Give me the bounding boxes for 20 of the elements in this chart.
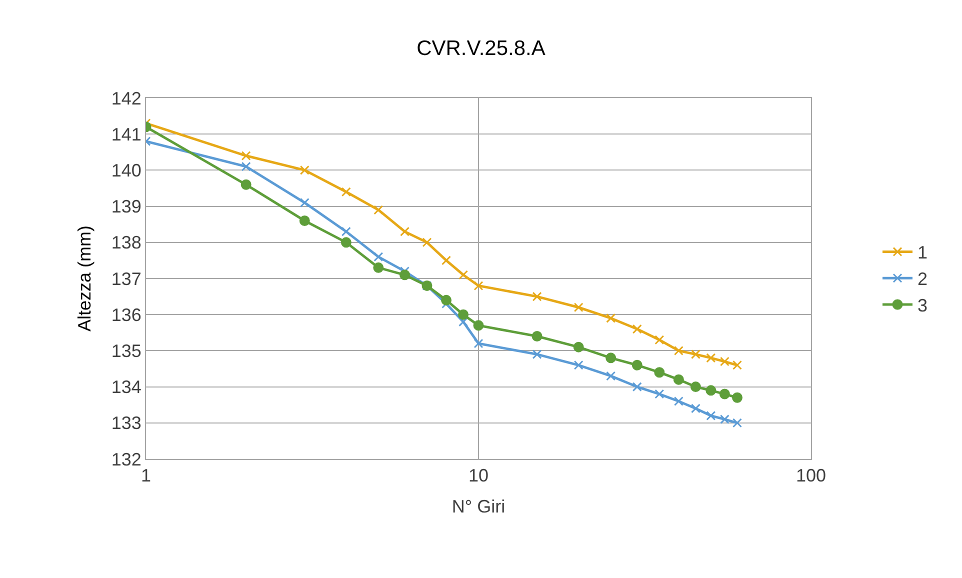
y-tick-label: 141 xyxy=(111,124,142,144)
y-tick-label: 138 xyxy=(111,232,142,253)
x-axis-title: N° Giri xyxy=(452,496,506,517)
legend-label: 2 xyxy=(918,269,928,290)
y-tick-label: 139 xyxy=(111,196,142,217)
chart-title: CVR.V.25.8.A xyxy=(416,37,546,60)
y-tick-label: 135 xyxy=(111,341,142,361)
y-tick-label: 136 xyxy=(111,304,142,325)
y-tick-label: 140 xyxy=(111,160,142,180)
y-tick-label: 133 xyxy=(111,413,142,434)
y-tick-label: 134 xyxy=(111,377,142,398)
x-tick-label: 10 xyxy=(468,466,489,486)
x-tick-label: 100 xyxy=(796,466,826,486)
y-axis-title: Altezza (mm) xyxy=(74,225,95,332)
y-tick-label: 132 xyxy=(111,449,142,470)
legend-label: 3 xyxy=(918,296,928,316)
x-tick-label: 1 xyxy=(140,466,152,486)
y-tick-label: 137 xyxy=(111,268,142,289)
y-tick-label: 142 xyxy=(111,88,142,108)
legend-label: 1 xyxy=(918,242,928,263)
